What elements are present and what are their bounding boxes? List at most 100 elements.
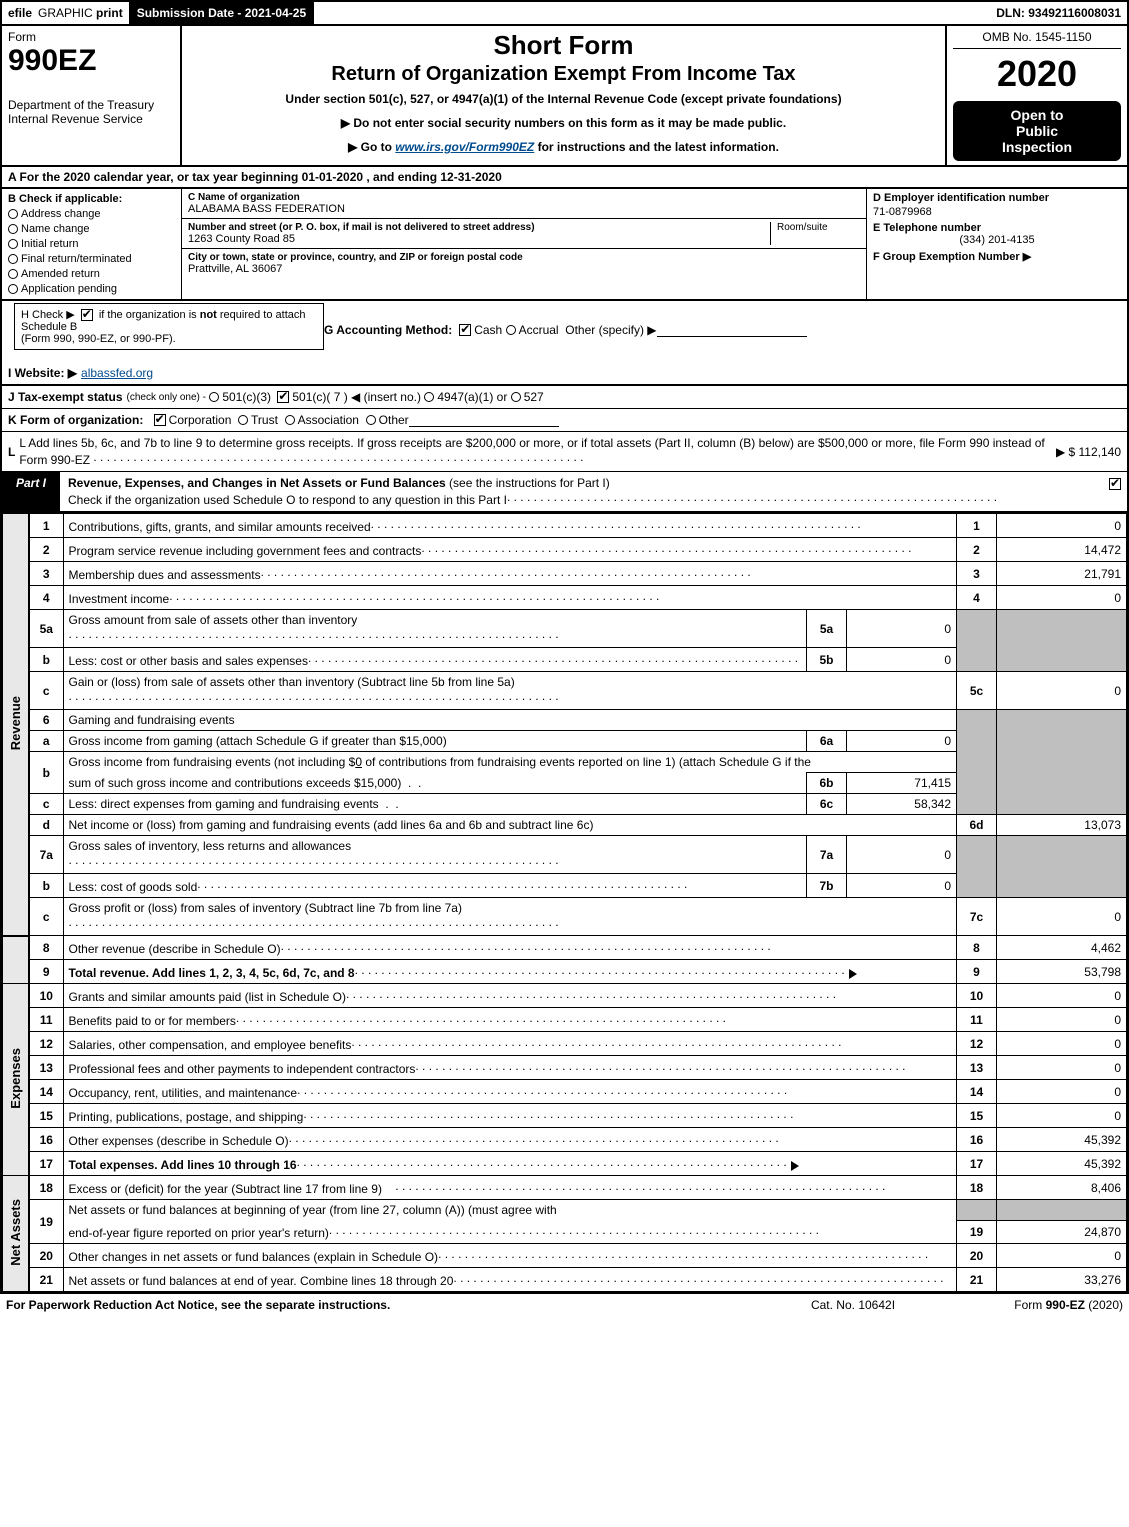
line-21: 21 Net assets or fund balances at end of…: [3, 1268, 1127, 1292]
form-word: Form: [8, 30, 174, 44]
f-label: F Group Exemption Number ▶: [873, 250, 1121, 263]
efile-button[interactable]: efile GRAPHIC print: [2, 2, 131, 24]
graphic-label: GRAPHIC: [38, 6, 93, 20]
row-l: L L Add lines 5b, 6c, and 7b to line 9 t…: [0, 432, 1129, 472]
j-4947-circle[interactable]: [424, 392, 434, 402]
line-18: Net Assets 18 Excess or (deficit) for th…: [3, 1176, 1127, 1200]
k-trust: Trust: [251, 413, 278, 427]
top-bar: efile GRAPHIC print Submission Date - 20…: [0, 0, 1129, 26]
h-text2: if the organization is: [99, 309, 200, 321]
cb-final-return[interactable]: Final return/terminated: [8, 253, 175, 265]
i-label: I Website: ▶: [8, 366, 77, 380]
arrow-text-1: ▶ Do not enter social security numbers o…: [190, 116, 937, 130]
website-link[interactable]: albassfed.org: [81, 366, 153, 380]
top-spacer: [314, 2, 990, 24]
cb-application-pending[interactable]: Application pending: [8, 283, 175, 295]
dept-treasury: Department of the Treasury: [8, 98, 174, 112]
room-suite-label: Room/suite: [770, 222, 860, 245]
header-left: Form 990EZ Department of the Treasury In…: [2, 26, 182, 165]
irs-link[interactable]: www.irs.gov/Form990EZ: [395, 140, 534, 154]
cb-name-change[interactable]: Name change: [8, 223, 175, 235]
k-assoc: Association: [298, 413, 359, 427]
g-other-blank[interactable]: [657, 323, 807, 337]
k-other: Other: [379, 413, 409, 427]
j-small: (check only one) -: [127, 392, 206, 403]
col-d-e-f: D Employer identification number 71-0879…: [867, 189, 1127, 299]
side-expenses: Expenses: [3, 984, 30, 1176]
e-label: E Telephone number: [873, 222, 1121, 234]
j-501c: 501(c)( 7 ) ◀ (insert no.): [292, 390, 421, 404]
j-501c-checkbox[interactable]: [277, 391, 289, 403]
k-corp: Corporation: [169, 413, 232, 427]
print-label[interactable]: print: [96, 6, 123, 20]
arrow-text-2: ▶ Go to www.irs.gov/Form990EZ for instru…: [190, 140, 937, 154]
footer-left: For Paperwork Reduction Act Notice, see …: [6, 1298, 763, 1312]
open-to-public-badge: Open to Public Inspection: [953, 101, 1121, 161]
j-501c3-circle[interactable]: [209, 392, 219, 402]
line-5a: 5a Gross amount from sale of assets othe…: [3, 610, 1127, 648]
line-12: 12 Salaries, other compensation, and emp…: [3, 1032, 1127, 1056]
k-corp-checkbox[interactable]: [154, 414, 166, 426]
badge-1: Open to: [957, 107, 1117, 123]
cb-amended-return[interactable]: Amended return: [8, 268, 175, 280]
under-text: Under section 501(c), 527, or 4947(a)(1)…: [190, 92, 937, 106]
h-text4: (Form 990, 990-EZ, or 990-PF).: [21, 333, 176, 345]
k-assoc-circle[interactable]: [285, 415, 295, 425]
part1-title: Revenue, Expenses, and Changes in Net As…: [60, 472, 1103, 511]
c-addr-value: 1263 County Road 85: [188, 233, 770, 245]
line-6d: d Net income or (loss) from gaming and f…: [3, 815, 1127, 836]
k-other-blank[interactable]: [409, 413, 559, 427]
cb-initial-return[interactable]: Initial return: [8, 238, 175, 250]
submission-date: Submission Date - 2021-04-25: [131, 2, 314, 24]
form-number: 990EZ: [8, 44, 174, 78]
badge-2: Public: [957, 123, 1117, 139]
c-name-cell: C Name of organization ALABAMA BASS FEDE…: [182, 189, 866, 219]
g-other: Other (specify) ▶: [565, 323, 656, 337]
j-527-circle[interactable]: [511, 392, 521, 402]
tax-year: 2020: [953, 53, 1121, 95]
b-header: B Check if applicable:: [8, 193, 175, 205]
title-long: Return of Organization Exempt From Incom…: [190, 63, 937, 86]
c-address-cell: Number and street (or P. O. box, if mail…: [182, 219, 866, 249]
line-14: 14 Occupancy, rent, utilities, and maint…: [3, 1080, 1127, 1104]
c-city-value: Prattville, AL 36067: [188, 263, 860, 275]
arrow2-pre: ▶ Go to: [348, 140, 395, 154]
badge-3: Inspection: [957, 139, 1117, 155]
k-other-circle[interactable]: [366, 415, 376, 425]
line-19-1: 19 Net assets or fund balances at beginn…: [3, 1200, 1127, 1221]
k-trust-circle[interactable]: [238, 415, 248, 425]
cb-address-change[interactable]: Address change: [8, 208, 175, 220]
c-city-cell: City or town, state or province, country…: [182, 249, 866, 278]
triangle-icon: [791, 1161, 799, 1171]
col-b-checkboxes: B Check if applicable: Address change Na…: [2, 189, 182, 299]
ein-value: 71-0879968: [873, 206, 1121, 218]
line-17: 17 Total expenses. Add lines 10 through …: [3, 1152, 1127, 1176]
h-checkbox[interactable]: [81, 309, 93, 321]
line-2: 2 Program service revenue including gove…: [3, 538, 1127, 562]
line-1: Revenue 1 Contributions, gifts, grants, …: [3, 514, 1127, 538]
part1-tag: Part I: [2, 472, 60, 511]
line-13: 13 Professional fees and other payments …: [3, 1056, 1127, 1080]
line-20: 20 Other changes in net assets or fund b…: [3, 1244, 1127, 1268]
line-10: Expenses 10 Grants and similar amounts p…: [3, 984, 1127, 1008]
g-label: G Accounting Method:: [324, 323, 452, 337]
title-short: Short Form: [190, 30, 937, 61]
c-name-label: C Name of organization: [188, 192, 860, 203]
line-3: 3 Membership dues and assessments 321,79…: [3, 562, 1127, 586]
arrow2-post: for instructions and the latest informat…: [534, 140, 779, 154]
part1-schedO-checkbox[interactable]: [1103, 472, 1127, 511]
line-8: 8 Other revenue (describe in Schedule O)…: [3, 936, 1127, 960]
c-name-value: ALABAMA BASS FEDERATION: [188, 203, 860, 215]
c-city-label: City or town, state or province, country…: [188, 252, 860, 263]
part1-sub: Check if the organization used Schedule …: [68, 493, 997, 507]
c-addr-label: Number and street (or P. O. box, if mail…: [188, 222, 770, 233]
footer-right: Form 990-EZ (2020): [943, 1298, 1123, 1312]
efile-label: efile: [8, 6, 32, 20]
dln: DLN: 93492116008031: [990, 2, 1127, 24]
l-text: L Add lines 5b, 6c, and 7b to line 9 to …: [19, 436, 1056, 467]
g-cash: Cash: [474, 323, 502, 337]
g-accrual-circle[interactable]: [506, 325, 516, 335]
triangle-icon: [849, 969, 857, 979]
side-netassets: Net Assets: [3, 1176, 30, 1292]
g-cash-checkbox[interactable]: [459, 324, 471, 336]
